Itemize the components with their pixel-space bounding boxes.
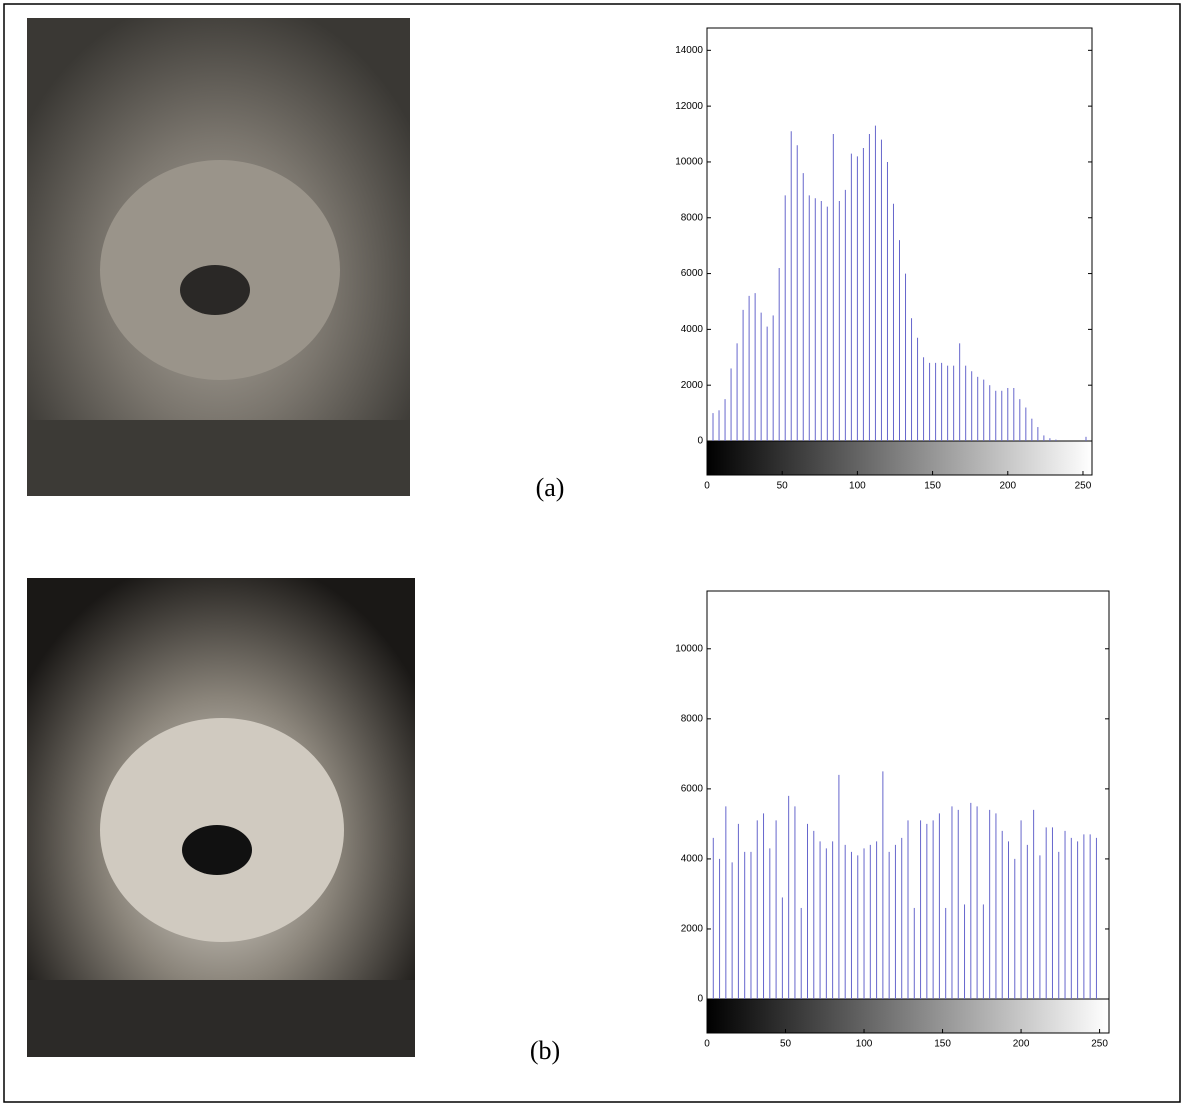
x-tick-label: 50 — [777, 481, 789, 492]
photo-a — [27, 18, 410, 496]
panel-label: (b) — [530, 1036, 560, 1065]
y-tick-label: 10000 — [675, 157, 703, 168]
panel-label: (a) — [536, 473, 565, 502]
y-tick-label: 8000 — [681, 713, 704, 724]
y-tick-label: 14000 — [675, 45, 703, 56]
colorbar — [707, 999, 1109, 1033]
y-tick-label: 0 — [697, 994, 703, 1005]
y-tick-label: 12000 — [675, 101, 703, 112]
x-tick-label: 150 — [924, 481, 941, 492]
x-tick-label: 100 — [856, 1039, 873, 1050]
x-tick-label: 150 — [934, 1039, 951, 1050]
y-tick-label: 8000 — [681, 212, 704, 223]
x-tick-label: 200 — [999, 481, 1016, 492]
x-tick-label: 200 — [1013, 1039, 1030, 1050]
y-tick-label: 4000 — [681, 854, 704, 865]
colorbar — [707, 441, 1092, 475]
x-tick-label: 250 — [1075, 481, 1092, 492]
y-tick-label: 2000 — [681, 924, 704, 935]
y-tick-label: 6000 — [681, 268, 704, 279]
figure: 0200040006000800010000120001400005010015… — [0, 0, 1185, 1107]
photo-b — [27, 578, 415, 1057]
x-tick-label: 100 — [849, 481, 866, 492]
x-tick-label: 0 — [704, 1039, 710, 1050]
y-tick-label: 4000 — [681, 324, 704, 335]
x-tick-label: 0 — [704, 481, 710, 492]
x-tick-label: 250 — [1091, 1039, 1108, 1050]
y-tick-label: 0 — [697, 436, 703, 447]
x-tick-label: 50 — [780, 1039, 792, 1050]
y-tick-label: 2000 — [681, 380, 704, 391]
y-tick-label: 10000 — [675, 643, 703, 654]
y-tick-label: 6000 — [681, 784, 704, 795]
